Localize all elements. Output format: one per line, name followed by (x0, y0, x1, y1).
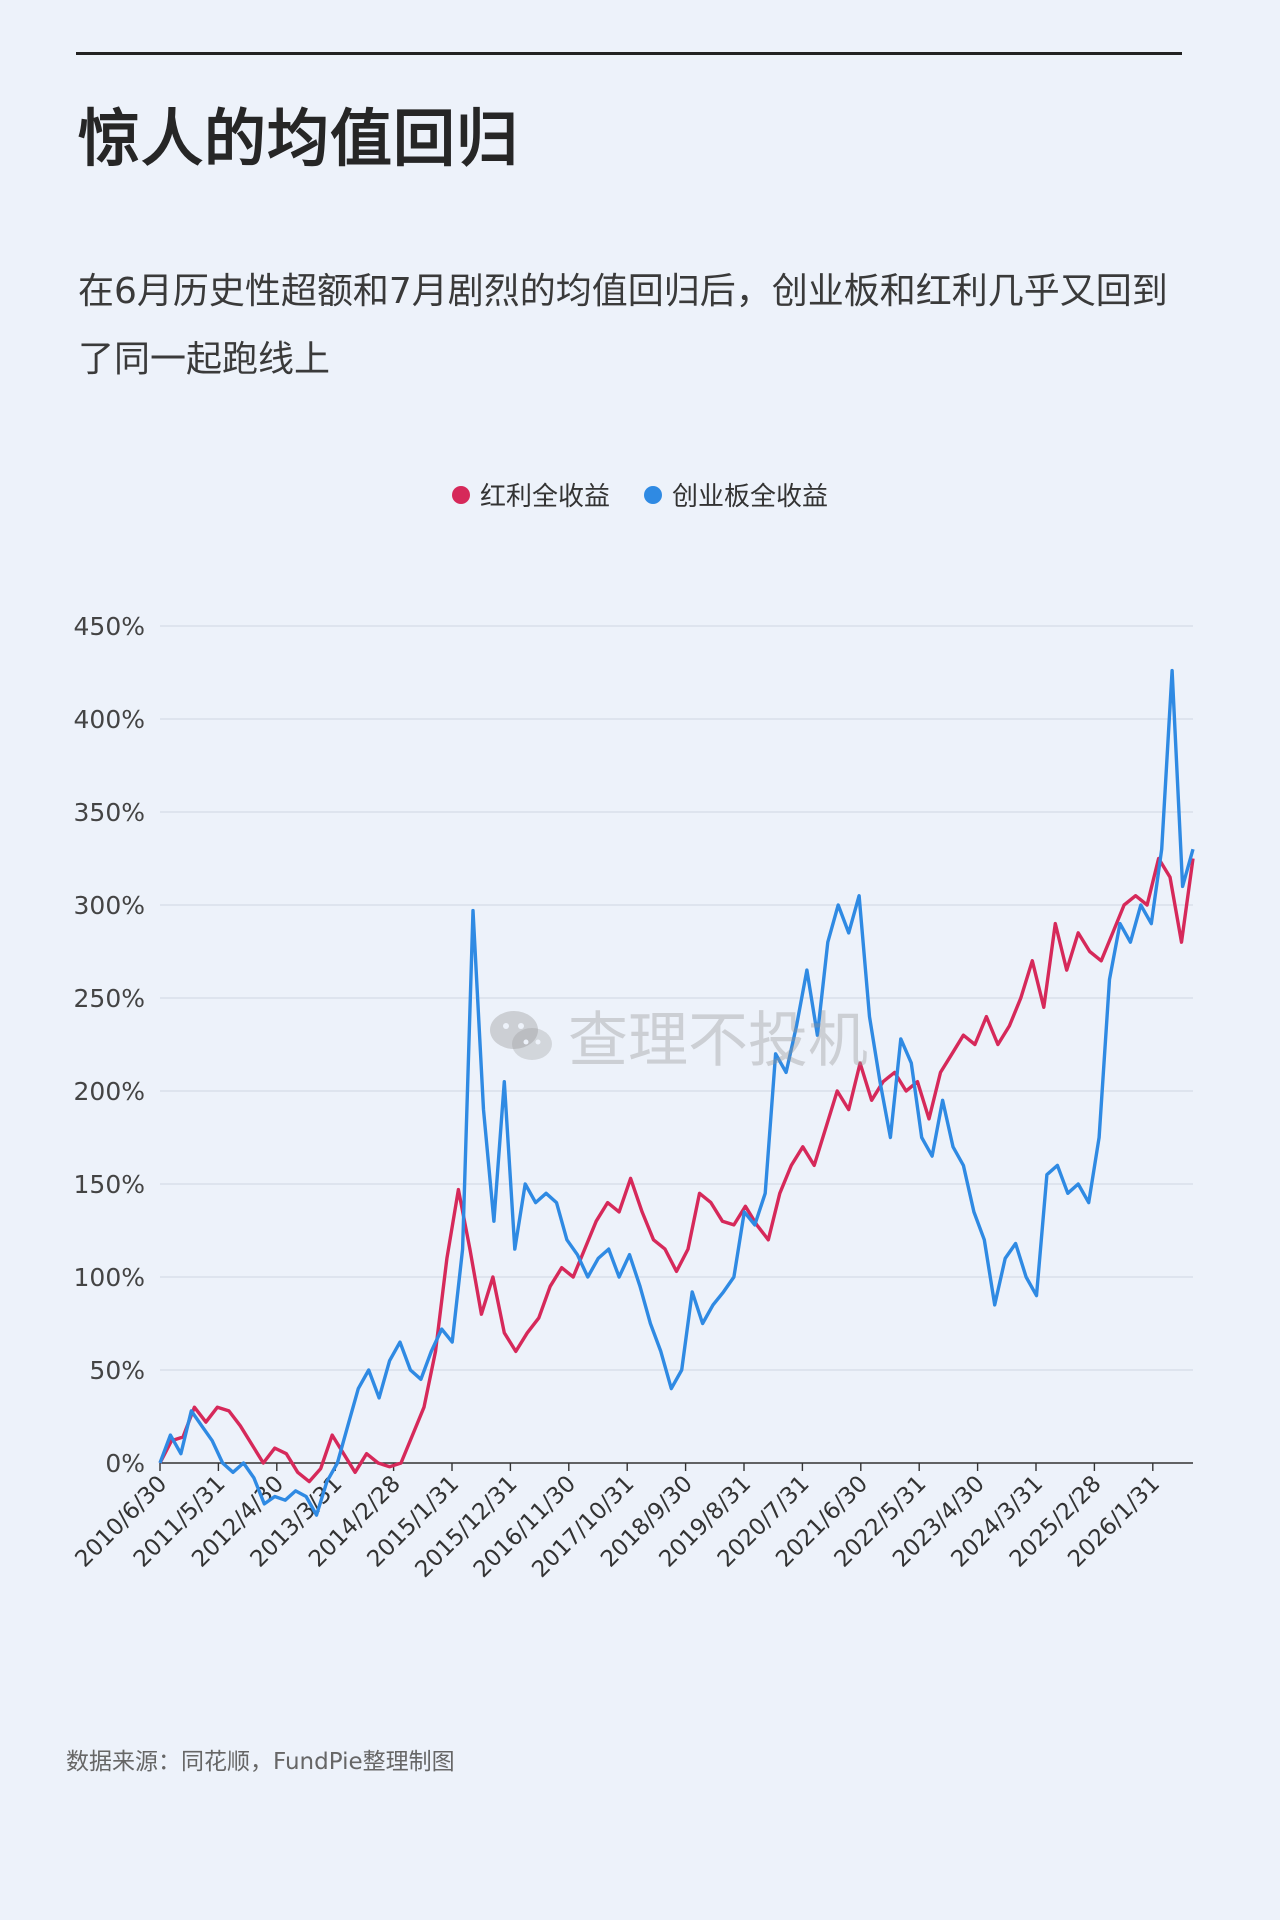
page-subtitle: 在6月历史性超额和7月剧烈的均值回归后，创业板和红利几乎又回到了同一起跑线上 (78, 271, 1168, 380)
y-tick-label: 250% (74, 984, 145, 1013)
legend-item-chinext: 创业板全收益 (644, 476, 828, 513)
legend-dot-dividend (451, 485, 470, 504)
line-chart: 450% 400% 350% 300% 250% 200% 150% 100% 50% 0% 20… (70, 612, 1195, 1583)
data-source-note: 数据来源：同花顺，FundPie整理制图 (66, 1749, 455, 1775)
y-tick-label: 50% (89, 1356, 145, 1385)
x-axis-labels: 2010/6/302011/5/312012/4/302013/3/312014… (70, 1471, 1165, 1583)
y-tick-label: 350% (74, 798, 145, 827)
y-tick-label: 100% (74, 1263, 145, 1292)
series-line-chinext (158, 668, 1195, 1517)
page-title: 惊人的均值回归 (78, 102, 520, 175)
y-tick-label: 200% (74, 1077, 145, 1106)
series-line-dividend (158, 856, 1195, 1484)
watermark: 查理不投机 (488, 992, 868, 1079)
legend-item-dividend: 红利全收益 (451, 476, 610, 513)
chart-lines (158, 668, 1195, 1517)
chart-legend: 红利全收益 创业板全收益 (0, 476, 1280, 513)
y-tick-label: 400% (74, 705, 145, 734)
wechat-icon (490, 1010, 552, 1060)
watermark-text: 查理不投机 (568, 1006, 868, 1076)
legend-label-chinext: 创业板全收益 (672, 482, 829, 512)
y-tick-label: 450% (74, 612, 145, 641)
y-tick-label: 150% (74, 1170, 145, 1199)
y-tick-label: 300% (74, 891, 145, 920)
y-axis-labels: 450% 400% 350% 300% 250% 200% 150% 100% 50% 0% (74, 612, 145, 1478)
chart-grid (159, 625, 1193, 1471)
legend-label-dividend: 红利全收益 (479, 482, 610, 512)
y-tick-label: 0% (105, 1449, 145, 1478)
top-rule (76, 52, 1182, 55)
legend-dot-chinext (644, 485, 662, 504)
